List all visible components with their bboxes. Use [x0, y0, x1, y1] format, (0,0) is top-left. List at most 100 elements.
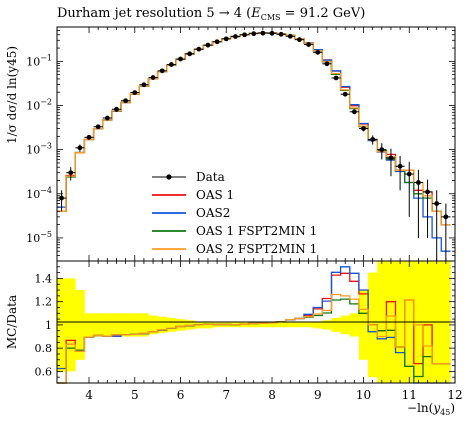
data-point — [416, 180, 421, 185]
data-point — [150, 75, 156, 80]
data-point — [351, 109, 357, 115]
data-point — [287, 33, 293, 39]
ratio-band-bin — [258, 322, 268, 328]
x-tick-label: 8 — [268, 388, 276, 402]
y-tick-label: 10−2 — [26, 97, 52, 112]
ratio-band-bin — [157, 316, 168, 334]
series-line — [57, 32, 451, 226]
series-line — [57, 32, 451, 252]
data-point — [379, 147, 385, 153]
data-point — [86, 134, 92, 140]
ratio-band-bin — [66, 278, 76, 372]
ratio-frame — [56, 260, 456, 384]
ratio-y-tick-label: 0.8 — [35, 342, 53, 355]
data-point — [95, 124, 101, 130]
series-line — [57, 32, 451, 226]
data-point — [205, 42, 211, 48]
data-point — [114, 106, 119, 112]
ratio-curves — [57, 266, 451, 384]
ratio-band-bin — [249, 322, 259, 328]
series-line — [57, 32, 451, 226]
ratio-band-bin — [166, 317, 177, 332]
data-point — [333, 75, 339, 81]
ratio-ticks: 4 5 6 7 8 9 10 11 12 1.4 1.2 1 0.8 0.6 — [35, 260, 463, 402]
x-tick-label: 4 — [85, 388, 93, 402]
x-tick-label: 7 — [222, 388, 230, 402]
y-tick-label: 10−5 — [26, 230, 52, 245]
y-tick-label: 10−3 — [26, 142, 52, 157]
data-point — [104, 115, 110, 121]
data-point — [370, 137, 376, 142]
ratio-band-bin — [294, 322, 305, 328]
data-point — [214, 39, 220, 45]
ratio-band-bin — [102, 313, 113, 337]
data-point — [132, 90, 138, 95]
data-point — [342, 91, 348, 97]
ratio-band-bin — [313, 321, 323, 329]
data-point — [233, 34, 238, 39]
y-axis-label-ratio: MC/Data — [5, 295, 19, 349]
ratio-band-bin — [130, 313, 140, 337]
ratio-band-bin — [93, 313, 104, 337]
data-point — [324, 61, 330, 67]
legend-label: Data — [196, 170, 225, 184]
ratio-y-tick-label: 1.4 — [35, 272, 53, 285]
data-point — [425, 189, 430, 195]
y-tick-label: 10−1 — [26, 53, 52, 68]
data-point — [187, 51, 193, 57]
data-point — [278, 31, 284, 37]
legend-marker — [166, 174, 172, 180]
legend-label: OAS2 — [196, 206, 230, 220]
ratio-band-bin — [276, 322, 287, 328]
x-axis-label: −ln(y45) — [407, 401, 455, 417]
legend-label: OAS 1 — [196, 188, 234, 202]
ratio-series-line — [57, 293, 451, 384]
data-point — [269, 30, 275, 36]
data-point — [260, 30, 266, 36]
data-point — [141, 82, 147, 88]
data-point — [315, 49, 321, 55]
data-point — [223, 36, 229, 42]
y-axis-label-top: 1/σ dσ/d ln(y45) — [5, 46, 19, 144]
data-point — [297, 37, 302, 43]
data-point — [251, 31, 257, 37]
ratio-y-tick-label: 0.6 — [35, 365, 53, 378]
data-point — [196, 46, 202, 52]
data-point — [123, 98, 129, 104]
data-point — [397, 163, 403, 169]
ratio-band-bin — [84, 313, 94, 337]
ratio-panel: 4 5 6 7 8 9 10 11 12 1.4 1.2 1 0.8 0.6 — [35, 260, 463, 402]
ratio-band-bin — [304, 322, 314, 328]
ratio-y-tick-label: 1.2 — [35, 296, 53, 309]
x-tick-label: 5 — [131, 388, 139, 402]
ratio-band-bin — [75, 290, 85, 360]
legend: Data OAS 1 OAS2 OAS 1 FSPT2MIN 1 OAS 2 FSPT2… — [152, 170, 317, 256]
data-point — [361, 126, 366, 131]
data-point — [77, 145, 83, 151]
x-tick-label: 9 — [314, 388, 322, 402]
ratio-y-tick-label: 1 — [45, 319, 52, 332]
data-point — [242, 32, 247, 38]
legend-label: OAS 1 FSPT2MIN 1 — [196, 224, 317, 238]
main-data-points — [57, 30, 451, 261]
ratio-band-bin — [148, 315, 159, 335]
data-point — [178, 56, 183, 62]
ratio-band-bin — [139, 313, 149, 337]
data-point — [159, 68, 165, 74]
ratio-band-bin — [349, 313, 360, 337]
x-tick-label: 12 — [447, 388, 462, 402]
ratio-band-bin — [285, 322, 296, 328]
ratio-band-bin — [322, 320, 332, 330]
ratio-band-bin — [111, 313, 122, 337]
ratio-band-bin — [267, 322, 277, 328]
main-curves — [57, 32, 451, 252]
y-tick-label: 10−4 — [26, 186, 52, 201]
data-point — [434, 201, 440, 206]
chart-title: Durham jet resolution 5 → 4 (ECMS = 91.2… — [57, 6, 365, 22]
ratio-band-bin — [358, 290, 369, 360]
data-point — [443, 214, 449, 220]
data-point — [388, 155, 394, 161]
ratio-band-bin — [340, 315, 351, 335]
data-point — [68, 170, 74, 176]
